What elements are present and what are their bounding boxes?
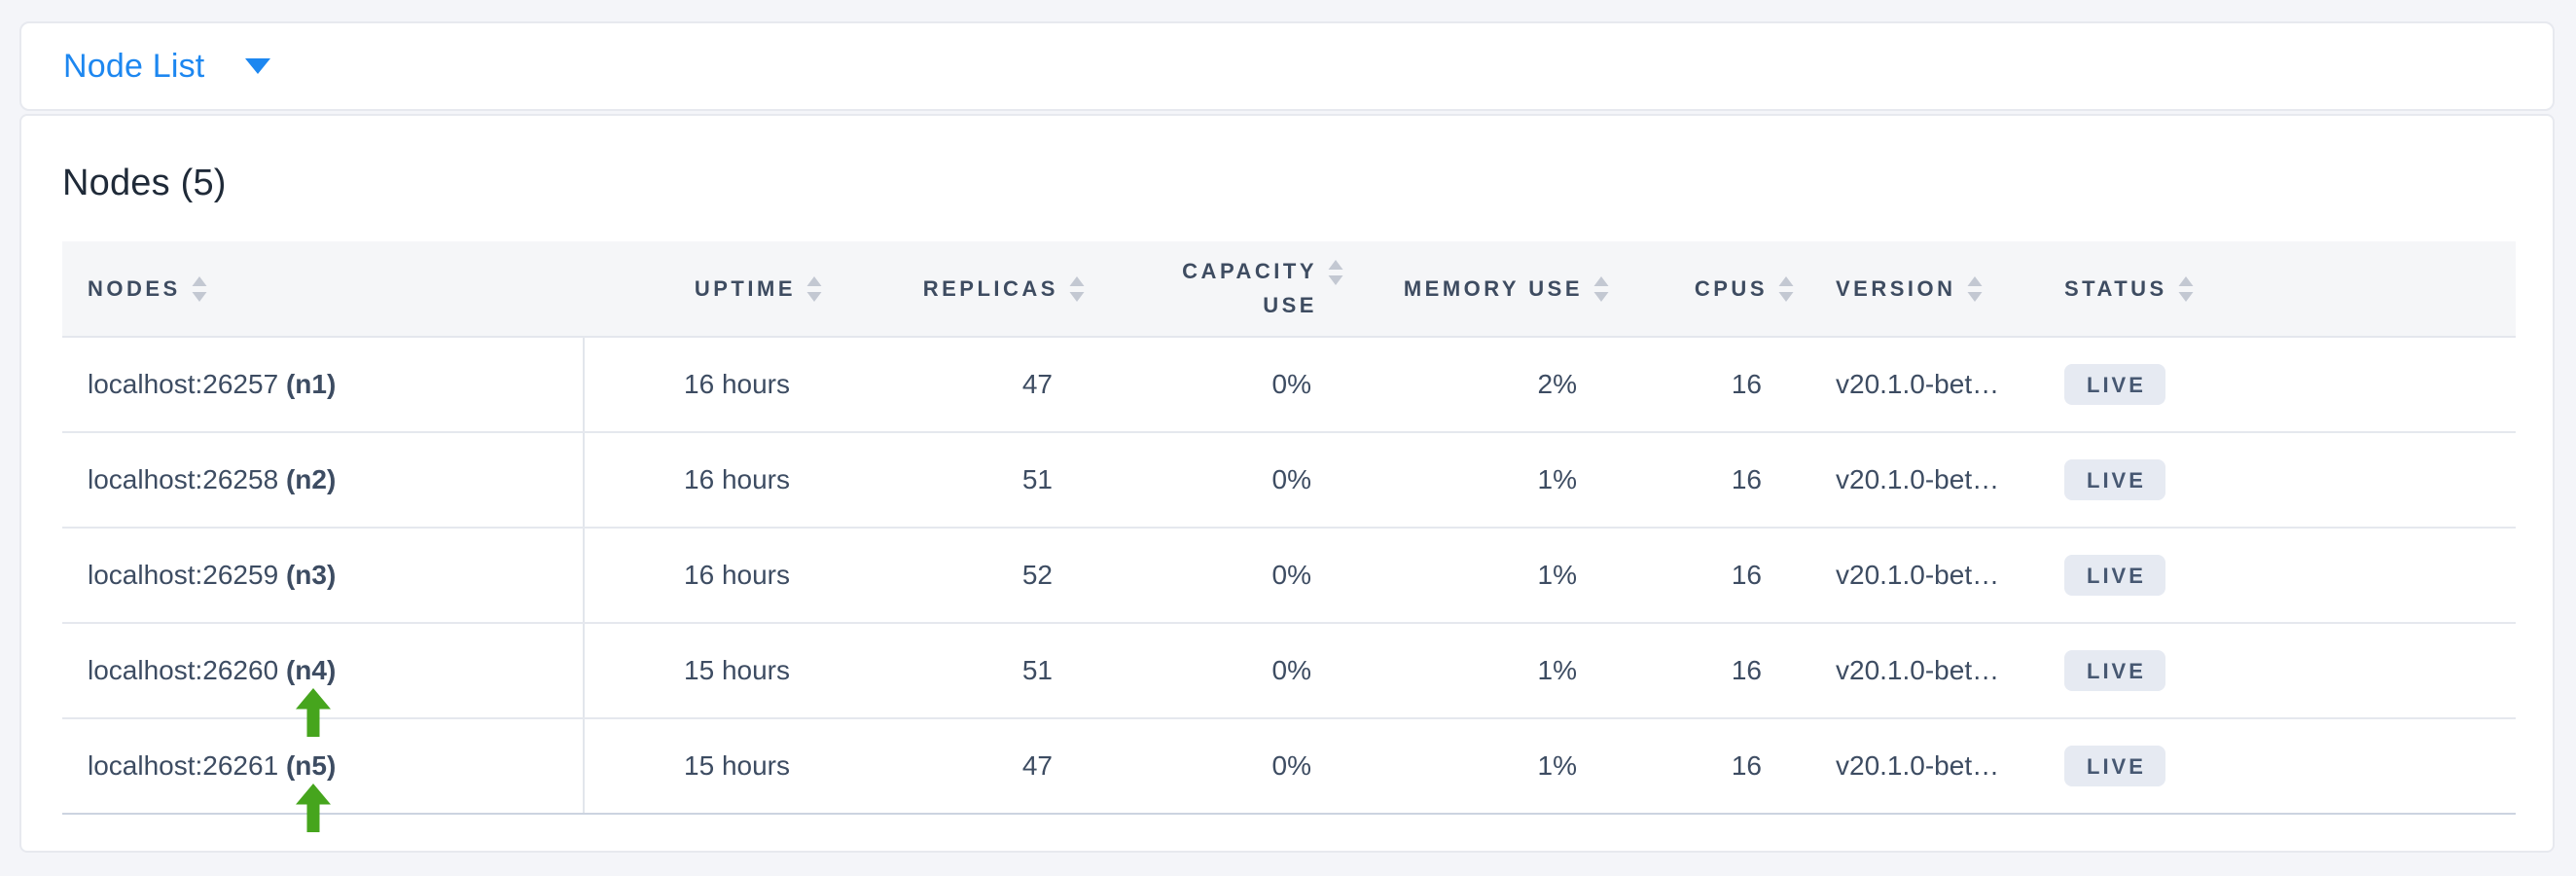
column-header-cpus[interactable]: CPUS — [1637, 241, 1822, 338]
node-address-cell: localhost:26261 (n5) — [62, 718, 585, 832]
capacity-use-cell: 0% — [1113, 337, 1372, 433]
version-cell: v20.1.0-bet… — [1822, 528, 2035, 624]
cpus-cell: 16 — [1637, 623, 1822, 719]
capacity-use-cell: 0% — [1113, 432, 1372, 529]
sort-icon — [1327, 259, 1344, 286]
node-id: (n5) — [285, 750, 337, 781]
status-cell: LIVE — [2035, 718, 2516, 815]
status-badge: LIVE — [2064, 459, 2165, 500]
uptime-cell: 15 hours — [584, 718, 850, 815]
green-arrow-up-icon — [296, 688, 331, 737]
cpus-cell: 16 — [1637, 337, 1822, 433]
uptime-cell: 15 hours — [584, 623, 850, 719]
uptime-cell: 16 hours — [584, 528, 850, 624]
node-address-cell: localhost:26257 (n1) — [62, 337, 585, 433]
version-cell: v20.1.0-bet… — [1822, 623, 2035, 719]
sort-icon — [191, 275, 208, 303]
node-address: localhost:26259 — [88, 560, 279, 590]
node-address: localhost:26257 — [88, 369, 279, 399]
version-cell: v20.1.0-bet… — [1822, 718, 2035, 815]
status-cell: LIVE — [2035, 528, 2516, 624]
nodes-card: Nodes (5) NODES — [19, 114, 2555, 853]
column-header-status[interactable]: STATUS — [2035, 241, 2516, 338]
replicas-cell: 52 — [850, 528, 1113, 624]
node-id: (n4) — [285, 655, 337, 685]
node-address-cell: localhost:26260 (n4) — [62, 623, 585, 737]
table-row[interactable]: localhost:26261 (n5) 15 hours 47 0% 1% 1… — [62, 718, 2516, 832]
sort-icon — [1966, 275, 1984, 303]
cpus-cell: 16 — [1637, 528, 1822, 624]
table-header-row: NODES UPTIME — [62, 241, 2516, 338]
sort-icon — [1777, 275, 1795, 303]
node-list-dropdown[interactable]: Node List — [63, 47, 271, 86]
nodes-table: NODES UPTIME — [62, 241, 2516, 832]
column-header-uptime[interactable]: UPTIME — [584, 241, 850, 338]
replicas-cell: 47 — [850, 718, 1113, 815]
uptime-cell: 16 hours — [584, 337, 850, 433]
memory-use-cell: 1% — [1372, 623, 1637, 719]
node-id: (n2) — [285, 464, 337, 494]
node-list-dropdown-label: Node List — [63, 47, 205, 85]
version-cell: v20.1.0-bet… — [1822, 337, 2035, 433]
page-title: Nodes (5) — [62, 163, 227, 203]
memory-use-cell: 1% — [1372, 432, 1637, 529]
memory-use-cell: 1% — [1372, 718, 1637, 815]
table-row[interactable]: localhost:26260 (n4) 15 hours 51 0% 1% 1… — [62, 623, 2516, 737]
table-row[interactable]: localhost:26258 (n2) 16 hours 51 0% 1% 1… — [62, 432, 2516, 529]
column-header-nodes[interactable]: NODES — [62, 241, 584, 338]
sort-icon — [1592, 275, 1610, 303]
column-header-capacity-use[interactable]: CAPACITY USE — [1113, 241, 1372, 338]
column-header-memory-use[interactable]: MEMORY USE — [1372, 241, 1637, 338]
caret-down-icon — [245, 58, 271, 74]
table-row[interactable]: localhost:26259 (n3) 16 hours 52 0% 1% 1… — [62, 528, 2516, 624]
status-cell: LIVE — [2035, 432, 2516, 529]
replicas-cell: 51 — [850, 623, 1113, 719]
capacity-use-cell: 0% — [1113, 718, 1372, 815]
node-address-cell: localhost:26259 (n3) — [62, 528, 585, 624]
sort-icon — [2177, 275, 2195, 303]
view-selector-bar: Node List — [19, 21, 2555, 111]
capacity-use-cell: 0% — [1113, 528, 1372, 624]
memory-use-cell: 2% — [1372, 337, 1637, 433]
status-badge: LIVE — [2064, 555, 2165, 596]
column-header-version[interactable]: VERSION — [1822, 241, 2035, 338]
column-header-replicas[interactable]: REPLICAS — [850, 241, 1113, 338]
sort-icon — [805, 275, 823, 303]
node-address: localhost:26261 — [88, 750, 279, 781]
sort-icon — [1068, 275, 1086, 303]
status-cell: LIVE — [2035, 337, 2516, 433]
capacity-use-cell: 0% — [1113, 623, 1372, 719]
status-badge: LIVE — [2064, 650, 2165, 691]
cpus-cell: 16 — [1637, 432, 1822, 529]
node-address: localhost:26258 — [88, 464, 279, 494]
node-address: localhost:26260 — [88, 655, 279, 685]
replicas-cell: 51 — [850, 432, 1113, 529]
status-cell: LIVE — [2035, 623, 2516, 719]
node-id: (n1) — [285, 369, 337, 399]
version-cell: v20.1.0-bet… — [1822, 432, 2035, 529]
uptime-cell: 16 hours — [584, 432, 850, 529]
status-badge: LIVE — [2064, 746, 2165, 786]
nodes-table-body: localhost:26257 (n1) 16 hours 47 0% 2% 1… — [62, 337, 2516, 832]
status-badge: LIVE — [2064, 364, 2165, 405]
memory-use-cell: 1% — [1372, 528, 1637, 624]
node-id: (n3) — [285, 560, 337, 590]
node-address-cell: localhost:26258 (n2) — [62, 432, 585, 529]
cpus-cell: 16 — [1637, 718, 1822, 815]
replicas-cell: 47 — [850, 337, 1113, 433]
green-arrow-up-icon — [296, 784, 331, 832]
table-row[interactable]: localhost:26257 (n1) 16 hours 47 0% 2% 1… — [62, 337, 2516, 433]
